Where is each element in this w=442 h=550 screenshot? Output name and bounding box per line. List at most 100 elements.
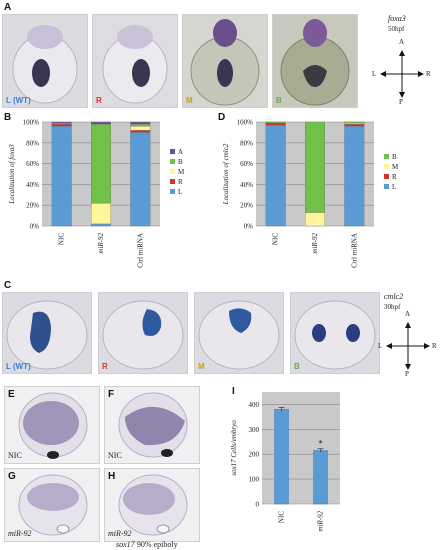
legend-label: M	[178, 168, 185, 176]
legend-label: R	[392, 173, 397, 181]
photo-label: M	[198, 362, 205, 371]
bar-segment-B	[91, 123, 111, 204]
y-tick-label: 400	[249, 401, 260, 409]
legend-label: L	[178, 188, 182, 196]
plot-area	[262, 392, 340, 504]
x-tick-label: NIC	[272, 233, 280, 245]
legend-label: L	[392, 183, 396, 191]
embryo-image	[198, 300, 280, 370]
y-tick-label: 100	[249, 476, 260, 484]
panel-d-letter: D	[218, 112, 226, 123]
photo-label: M	[186, 96, 193, 105]
bar-segment-A	[51, 121, 72, 124]
bar-segment-M	[130, 126, 151, 131]
legend-label: A	[178, 148, 183, 156]
panel-letter: E	[8, 389, 15, 400]
photo-label: miR-92	[108, 529, 132, 538]
y-tick-label: 40%	[240, 181, 253, 189]
panel-c-compass: A P L R	[376, 310, 440, 378]
embryo-image	[6, 300, 88, 370]
legend-swatch-M	[384, 164, 389, 169]
legend-swatch-A	[170, 149, 175, 154]
embryo-image	[190, 19, 260, 106]
y-tick-label: 20%	[26, 202, 39, 210]
bar	[313, 450, 328, 505]
y-tick-label: 60%	[26, 160, 39, 168]
compass-arrows-icon	[380, 50, 424, 98]
photo-label: NIC	[8, 451, 22, 460]
panel-letter: F	[108, 389, 115, 400]
photo-label: L (WT)	[6, 96, 31, 105]
panel-a-compass: A P L R	[370, 38, 434, 106]
significance-label: *	[318, 439, 323, 449]
x-tick-label: NIC	[278, 511, 286, 523]
compass-a: A	[399, 38, 405, 46]
photo-label: miR-92	[8, 529, 32, 538]
legend-swatch-L	[170, 189, 175, 194]
bar-segment-M	[305, 212, 325, 227]
bar	[274, 409, 289, 505]
embryo-image	[102, 25, 168, 104]
bar-segment-R	[344, 123, 365, 127]
panel-c-photo-2: R	[98, 292, 188, 374]
y-tick-label: 200	[249, 451, 260, 459]
compass-r: R	[432, 342, 437, 350]
legend-label: R	[178, 178, 183, 186]
legend-swatch-B	[170, 159, 175, 164]
embryo-image	[280, 19, 350, 106]
photo-label: B	[294, 362, 300, 371]
y-tick-label: 100%	[237, 119, 254, 127]
y-tick-label: 40%	[26, 181, 39, 189]
caption-stage: 90% epiboly	[136, 540, 178, 549]
compass-l: L	[378, 342, 383, 350]
caption-gene: sox17	[116, 540, 135, 549]
bar-segment-L	[51, 126, 72, 227]
legend-swatch-L	[384, 184, 389, 189]
x-tick-label: Ctrl miRNA	[350, 233, 358, 268]
photo-label: NIC	[108, 451, 122, 460]
y-tick-label: 60%	[240, 160, 253, 168]
legend-label: B	[178, 158, 183, 166]
panel-letter: H	[108, 471, 116, 482]
bar-segment-B	[305, 121, 325, 213]
bar-segment-L	[265, 124, 286, 227]
legend-swatch-R	[384, 174, 389, 179]
y-tick-label: 300	[249, 426, 260, 434]
bar-segment-R	[51, 123, 72, 127]
photo-label: B	[276, 96, 282, 105]
legend-label: M	[392, 163, 399, 171]
panel-e-photo: E NIC	[4, 386, 100, 464]
legend-swatch-B	[384, 154, 389, 159]
x-tick-label: Ctrl miRNA	[136, 233, 144, 268]
compass-p: P	[405, 370, 409, 378]
panels-e-h: E NIC F NIC G miR-92 H miR-92 sox17 90% …	[4, 384, 204, 550]
panel-c-photo-4: B	[290, 292, 380, 374]
compass-r: R	[426, 70, 431, 78]
compass-arrows-icon	[386, 322, 430, 370]
photo-label: R	[102, 362, 108, 371]
y-tick-label: 0	[256, 501, 260, 509]
panel-a-photo-1: L (WT)	[2, 14, 88, 108]
panel-a-gene-label: foxa3	[388, 14, 406, 23]
panel-c-letter: C	[4, 280, 12, 291]
panel-a-photo-4: B	[272, 14, 358, 108]
panel-c-gene-label: cmlc2	[384, 292, 404, 301]
bar-segment-L	[91, 223, 111, 227]
embryo-image	[18, 392, 88, 459]
legend-label: B	[392, 153, 397, 161]
panel-c-photo-3: M	[194, 292, 284, 374]
embryo-image	[118, 392, 188, 458]
bar-segment-B	[344, 121, 365, 124]
panel-c-photo-1: L (WT)	[2, 292, 92, 374]
embryo-image	[102, 300, 184, 370]
bar-segment-M	[91, 202, 111, 225]
x-tick-label: NIC	[58, 233, 66, 245]
panel-a-stage-label: 50hpf	[388, 25, 405, 33]
bar-segment-B	[130, 123, 151, 127]
bar-segment-A	[91, 121, 111, 125]
panel-b-letter: B	[4, 112, 12, 123]
x-tick-label: miR-92	[311, 233, 319, 254]
bar-segment-A	[130, 121, 151, 125]
bar-segment-R	[130, 130, 151, 133]
compass-a: A	[405, 310, 411, 318]
